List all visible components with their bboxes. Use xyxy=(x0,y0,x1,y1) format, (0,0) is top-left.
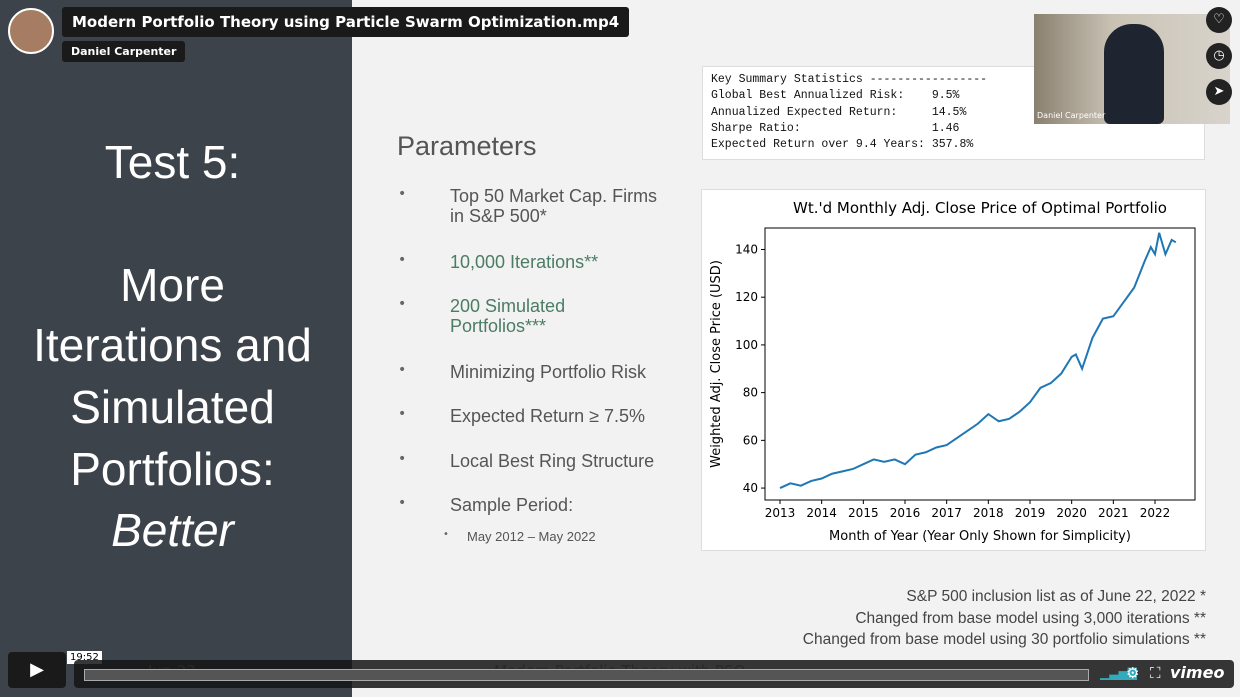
author[interactable]: Daniel Carpenter xyxy=(62,41,186,62)
y-tick-label: 40 xyxy=(743,481,758,495)
x-tick-label: 2013 xyxy=(765,506,796,520)
parameters-heading: Parameters xyxy=(397,131,537,161)
left-title: Test 5: xyxy=(104,136,241,188)
y-tick-label: 120 xyxy=(735,290,758,304)
y-tick-label: 140 xyxy=(735,242,758,256)
price-line xyxy=(779,232,1177,489)
bullet-dot: • xyxy=(398,296,407,312)
bullet-dot: • xyxy=(398,406,407,422)
chart-title: Wt.'d Monthly Adj. Close Price of Optima… xyxy=(793,199,1167,217)
like-button[interactable]: ♡ xyxy=(1206,7,1232,33)
y-tick-label: 60 xyxy=(743,433,758,447)
person xyxy=(1104,24,1164,124)
left-title: More xyxy=(120,259,225,311)
progress-bar[interactable] xyxy=(84,669,1089,681)
bullet: Local Best Ring Structure xyxy=(450,451,655,471)
y-tick-label: 100 xyxy=(735,338,758,352)
x-tick-label: 2021 xyxy=(1098,506,1129,520)
share-button[interactable]: ➤ xyxy=(1206,79,1232,105)
video-title[interactable]: Modern Portfolio Theory using Particle S… xyxy=(62,7,630,37)
bullet: Top 50 Market Cap. Firms in S&P 500* xyxy=(450,186,658,226)
stats-line: Key Summary Statistics ----------------- xyxy=(711,73,988,86)
y-tick-label: 80 xyxy=(743,386,758,400)
stats-line: Expected Return over 9.4 Years: 357.8% xyxy=(711,138,974,152)
stats-line: Annualized Expected Return: 14.5% xyxy=(711,105,967,119)
x-tick-label: 2020 xyxy=(1056,506,1087,520)
x-tick-label: 2015 xyxy=(848,506,879,520)
left-title: Portfolios: xyxy=(70,443,275,495)
footnote: Changed from base model using 3,000 iter… xyxy=(855,610,1206,627)
fullscreen-button[interactable]: ⛶ xyxy=(1150,664,1161,682)
chart: Wt.'d Monthly Adj. Close Price of Optima… xyxy=(701,189,1206,551)
left-title: Iterations and xyxy=(33,319,312,371)
x-tick-label: 2018 xyxy=(973,506,1004,520)
x-tick-label: 2022 xyxy=(1140,506,1171,520)
watch-later-button[interactable]: ◷ xyxy=(1206,43,1232,69)
footnote: S&P 500 inclusion list as of June 22, 20… xyxy=(906,588,1206,605)
bullet: Sample Period: xyxy=(450,495,574,515)
bullet: 200 Simulated Portfolios*** xyxy=(450,296,566,336)
bullet: Expected Return ≥ 7.5% xyxy=(450,406,645,426)
left-title: Simulated xyxy=(70,381,275,433)
y-axis-label: Weighted Adj. Close Price (USD) xyxy=(709,260,724,468)
x-tick-label: 2014 xyxy=(806,506,837,520)
bullet-dot: • xyxy=(443,529,449,540)
avatar[interactable] xyxy=(8,8,54,54)
left-panel: Test 5: More Iterations and Simulated Po… xyxy=(0,0,352,697)
x-axis-label: Month of Year (Year Only Shown for Simpl… xyxy=(829,529,1131,544)
stats-line: Global Best Annualized Risk: 9.5% xyxy=(711,89,960,103)
webcam: Daniel Carpenter xyxy=(1034,14,1230,124)
bullet-dot: • xyxy=(398,362,407,378)
bullet-dot: • xyxy=(398,252,407,268)
left-title: Better xyxy=(111,504,234,556)
bullet: Minimizing Portfolio Risk xyxy=(450,362,647,382)
bullet-dot: • xyxy=(398,451,407,467)
vimeo-logo[interactable]: vimeo xyxy=(1170,663,1225,682)
footnote: Changed from base model using 30 portfol… xyxy=(802,631,1206,648)
bullet-dot: • xyxy=(398,495,407,511)
x-tick-label: 2019 xyxy=(1015,506,1046,520)
x-tick-label: 2016 xyxy=(890,506,921,520)
webcam-label: Daniel Carpenter xyxy=(1037,111,1106,120)
sub-bullet: May 2012 – May 2022 xyxy=(467,529,596,544)
bullet-dot: • xyxy=(398,186,407,202)
settings-button[interactable]: ⚙ xyxy=(1126,664,1140,682)
play-button[interactable]: ▶ xyxy=(8,652,66,688)
x-tick-label: 2017 xyxy=(931,506,962,520)
plot-frame xyxy=(764,227,1196,501)
stats-line: Sharpe Ratio: 1.46 xyxy=(711,121,960,135)
bullet: 10,000 Iterations** xyxy=(450,252,599,272)
volume[interactable]: ▁▃▅▇ xyxy=(1100,666,1137,680)
